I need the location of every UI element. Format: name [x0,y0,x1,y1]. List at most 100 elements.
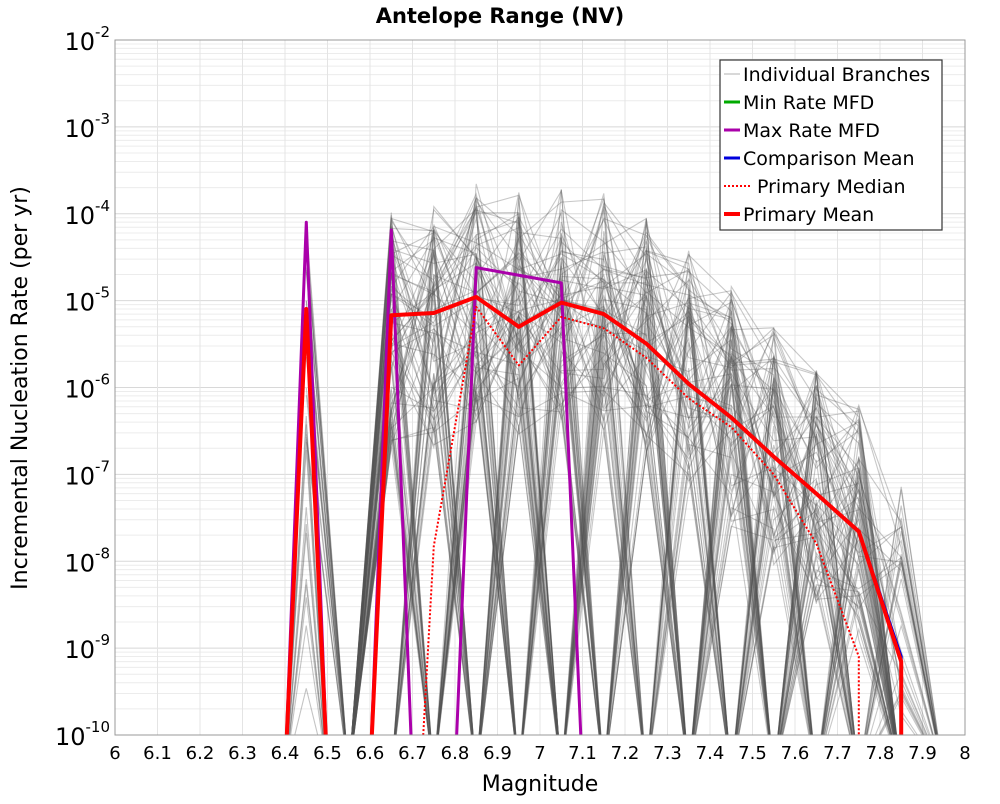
branch-line [393,249,895,735]
y-tick-label: 10-2 [64,23,110,56]
x-tick-label: 8 [959,743,970,764]
branch-line [353,286,895,735]
branch-line [305,243,937,735]
branch-line [351,217,938,735]
branch-line [395,302,896,735]
branch-line [351,212,812,735]
branch-line [352,201,727,735]
branch-line [437,281,898,735]
branch-line [352,183,893,735]
chart-title: Antelope Range (NV) [376,4,625,28]
branch-line [353,282,896,735]
branch-line [351,212,894,735]
branch-line [351,248,856,735]
branch-line [305,222,897,735]
primary-median-line [422,305,860,735]
branch-line [305,233,894,735]
branch-line [395,246,897,735]
branch-line [437,333,897,735]
branch-line [352,249,939,735]
branch-line [305,279,855,735]
y-tick-label: 10-7 [64,457,110,490]
branch-line [288,584,324,735]
branch-line [351,217,927,735]
x-tick-label: 7.2 [611,743,640,764]
branch-line [351,285,895,735]
branch-line [352,309,938,735]
branch-line [353,205,937,735]
branch-line [394,251,892,735]
x-tick-label: 7.5 [738,743,767,764]
branch-line [352,192,938,735]
branch-line [351,194,813,735]
branch-line [353,196,813,735]
branch-line [305,242,897,735]
branch-line [352,254,853,735]
y-tick-label: 10-9 [64,631,110,664]
branch-line [305,246,897,735]
branch-line [351,254,937,735]
plot-frame [114,39,966,736]
branch-line [352,207,812,735]
branch-line [352,199,893,735]
branch-line [353,268,925,735]
x-tick-label: 6.9 [483,743,512,764]
branch-line [305,248,853,735]
branch-line [351,262,855,735]
branch-line [287,449,326,735]
branch-line [351,209,851,735]
branch-line [351,192,896,735]
y-tick-label: 10-3 [64,110,110,143]
branch-line [352,277,934,735]
branch-line [353,265,897,735]
branch-line [352,234,891,735]
branch-line [395,252,938,735]
legend-label: Comparison Mean [743,148,915,170]
branch-line [305,224,937,735]
branch-line [351,254,853,735]
x-tick-labels: 6 6.1 6.2 6.3 6.4 6.5 6.6 6.7 6.8 6.9 7 7.1 7.2 7.3 7.… [109,743,970,764]
branch-line [305,268,897,735]
branch-line [437,293,934,735]
branch-line [352,189,895,735]
x-tick-label: 7.6 [781,743,810,764]
x-tick-label: 7.1 [568,743,597,764]
branch-line [351,193,891,735]
x-tick-label: 6 [109,743,120,764]
y-tick-label: 10-5 [64,284,110,317]
branch-line [393,218,896,735]
x-tick-label: 7.3 [653,743,682,764]
x-tick-label: 6.5 [313,743,342,764]
branch-line [351,304,894,735]
legend-box [719,59,943,231]
branch-line [351,217,925,735]
branch-line [287,507,325,735]
x-tick-label: 7.7 [823,743,852,764]
branch-line [305,232,895,735]
x-tick-label: 7.9 [908,743,937,764]
branch-line [305,247,855,735]
branch-line [351,189,851,735]
branch-line [395,208,895,735]
x-tick-label: 6.1 [143,743,172,764]
x-tick-label: 6.7 [398,743,427,764]
max-rate-mfd-line [455,266,583,735]
branch-line [305,271,855,735]
branch-line [478,215,936,735]
branch-line [352,233,934,735]
branch-line [351,216,937,735]
y-tick-label: 10-6 [64,371,110,404]
branch-line [351,240,931,735]
branch-line [351,209,896,735]
branch-line [287,532,325,735]
branch-line [351,215,856,735]
y-axis-label: Incremental Nucleation Rate (per yr) [8,186,33,590]
x-tick-label: 6.8 [441,743,470,764]
legend-label: Max Rate MFD [743,120,880,142]
legend-label: Primary Mean [743,204,874,226]
branch-line [352,290,895,735]
branch-line [351,231,892,735]
branch-line [437,334,770,735]
branch-line [351,203,853,735]
branch-line [521,266,896,735]
